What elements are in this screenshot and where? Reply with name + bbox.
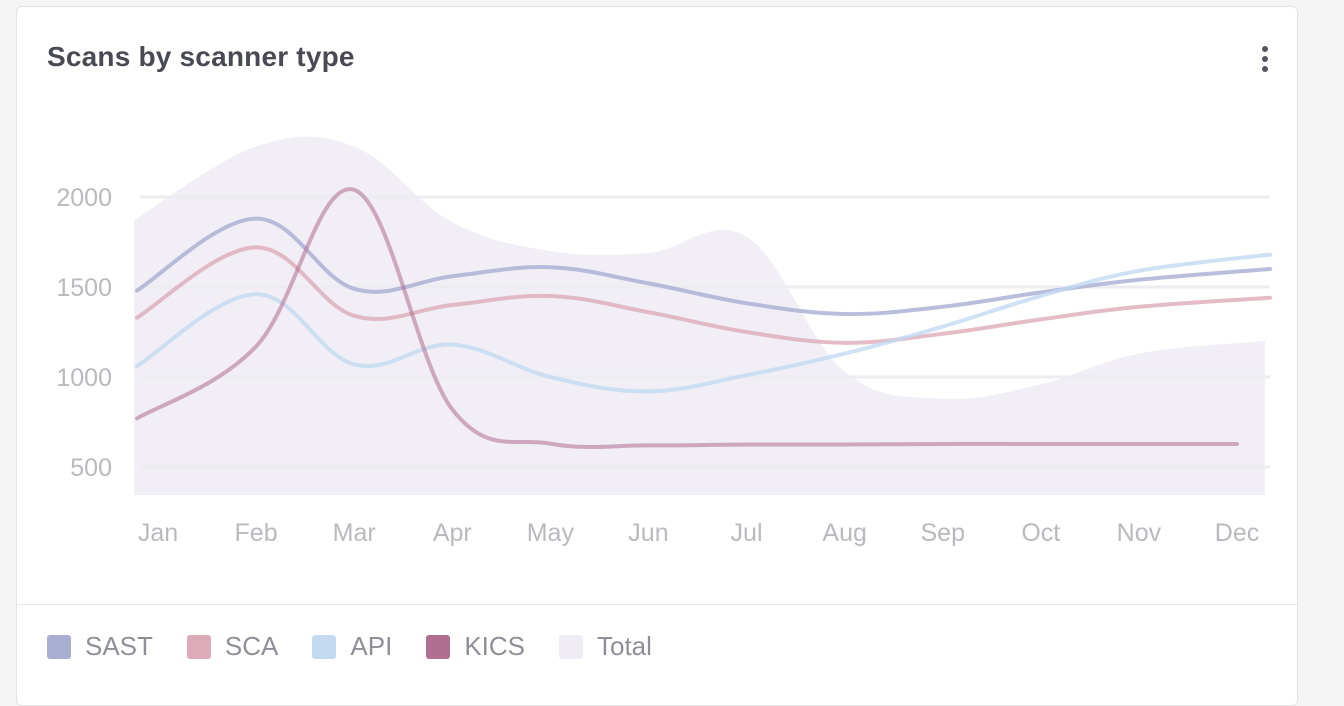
chart-legend: SAST SCA API KICS Total xyxy=(47,631,686,662)
x-tick-label-may: May xyxy=(527,519,575,547)
menu-dot xyxy=(1262,66,1268,72)
chart-card: Scans by scanner type 500 1000 1500 2000 Jan… xyxy=(16,6,1298,706)
x-tick-label-nov: Nov xyxy=(1117,519,1162,547)
legend-swatch-sast xyxy=(47,634,71,659)
legend-swatch-total xyxy=(559,634,583,659)
y-tick-label-2000: 2000 xyxy=(56,184,112,212)
x-tick-label-dec: Dec xyxy=(1215,519,1259,547)
more-options-icon[interactable] xyxy=(1251,41,1279,77)
legend-item-kics[interactable]: KICS xyxy=(426,631,525,662)
x-tick-label-aug: Aug xyxy=(822,519,866,547)
x-tick-label-oct: Oct xyxy=(1021,519,1060,547)
series-line-kics xyxy=(135,187,1239,449)
x-tick-label-jan: Jan xyxy=(138,519,178,547)
menu-dot xyxy=(1262,56,1268,62)
series-line-sca xyxy=(135,245,1272,345)
x-tick-label-apr: Apr xyxy=(433,519,472,547)
legend-label-total: Total xyxy=(597,631,652,661)
legend-label-sca: SCA xyxy=(224,631,279,661)
series-area-total xyxy=(134,136,1265,495)
line-chart: 500 1000 1500 2000 Jan Feb Mar Apr May Jun Jul Aug S… xyxy=(56,136,1272,547)
series-line-api xyxy=(135,252,1272,394)
footer-divider xyxy=(17,604,1297,605)
x-tick-label-mar: Mar xyxy=(333,519,376,547)
y-tick-label-500: 500 xyxy=(70,454,112,482)
y-tick-label-1500: 1500 xyxy=(56,274,112,302)
legend-swatch-sca xyxy=(186,634,211,659)
legend-label-api: API xyxy=(350,631,393,661)
legend-item-sca[interactable]: SCA xyxy=(186,631,279,662)
legend-item-sast[interactable]: SAST xyxy=(47,631,153,662)
x-tick-label-jul: Jul xyxy=(731,519,763,547)
legend-item-api[interactable]: API xyxy=(312,631,392,662)
legend-swatch-api xyxy=(312,634,337,659)
x-tick-label-sep: Sep xyxy=(920,519,964,547)
x-tick-label-jun: Jun xyxy=(628,519,668,547)
legend-swatch-kics xyxy=(426,634,451,659)
menu-dot xyxy=(1262,46,1268,52)
legend-item-total[interactable]: Total xyxy=(559,631,652,662)
legend-label-sast: SAST xyxy=(85,631,153,661)
y-tick-label-1000: 1000 xyxy=(56,364,112,392)
x-tick-label-feb: Feb xyxy=(235,519,278,547)
legend-label-kics: KICS xyxy=(464,631,525,661)
card-title: Scans by scanner type xyxy=(47,41,355,72)
